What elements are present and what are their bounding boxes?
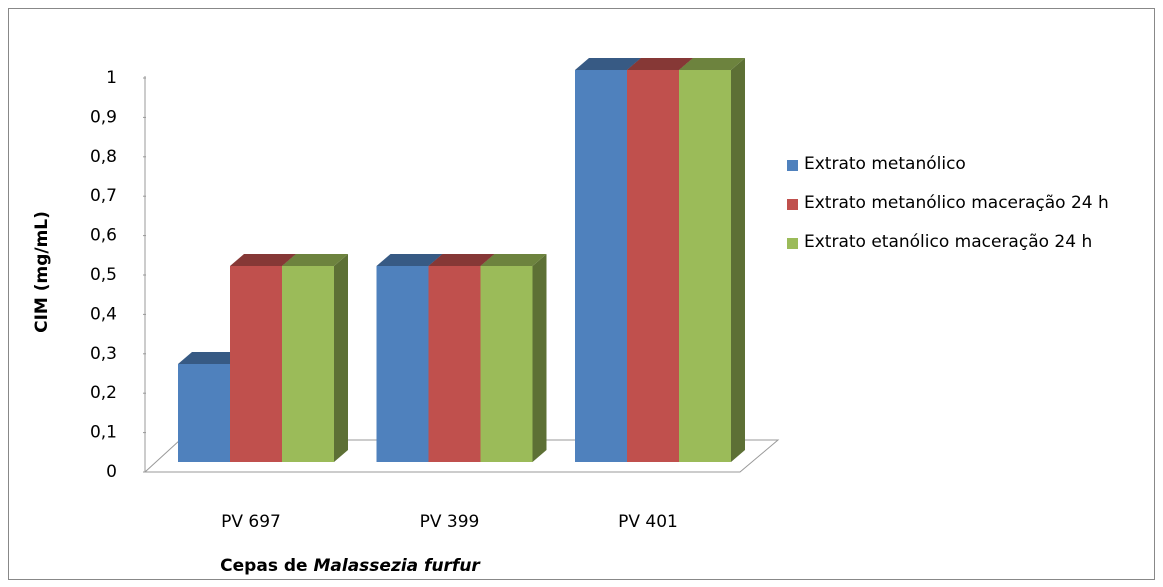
bar (178, 364, 230, 462)
x-tick-label: PV 697 (221, 512, 281, 532)
bar (282, 266, 334, 462)
bar (376, 266, 429, 462)
bar-top (627, 58, 693, 70)
bar (627, 70, 679, 462)
y-tick-label: 0,9 (90, 107, 117, 127)
bar-side (334, 254, 348, 462)
y-tick-label: 0,5 (90, 265, 117, 285)
y-axis-label: CIM (mg/mL) (32, 211, 52, 333)
bar (480, 266, 533, 462)
legend-item: Extrato etanólico maceração 24 h (782, 228, 1152, 257)
x-axis-label-part: Cepas de (220, 556, 307, 576)
bar (428, 266, 481, 462)
bar-side (532, 254, 547, 462)
y-tick-label: 1 (106, 68, 117, 88)
y-tick-label: 0 (106, 462, 117, 482)
bar-top (230, 254, 296, 266)
x-axis-label-part: Malassezia furfur (313, 556, 481, 576)
bar-top (376, 254, 443, 266)
y-tick-label: 0,6 (90, 226, 117, 246)
legend-item: Extrato metanólico maceração 24 h (782, 189, 1152, 218)
y-tick-label: 0,4 (90, 304, 117, 324)
bar-top (428, 254, 495, 266)
legend-item: Extrato metanólico (782, 150, 1152, 179)
legend: Extrato metanólico Extrato metanólico mac… (782, 150, 1152, 267)
bar-top (480, 254, 547, 266)
legend-label: Extrato etanólico maceração 24 h (804, 232, 1093, 252)
y-tick-label: 0,7 (90, 186, 117, 206)
bar-top (575, 58, 641, 70)
y-tick-label: 0,3 (90, 344, 117, 364)
legend-label: Extrato metanólico (804, 154, 966, 174)
x-tick-label: PV 401 (618, 512, 678, 532)
bar-top (679, 58, 745, 70)
bar (575, 70, 627, 462)
legend-swatch (787, 160, 798, 171)
bar-top (282, 254, 348, 266)
x-tick-label: PV 399 (420, 512, 480, 532)
bar-side (731, 58, 745, 462)
y-tick-label: 0,8 (90, 147, 117, 167)
legend-swatch (787, 238, 798, 249)
bar-top (178, 352, 244, 364)
y-tick-label: 0,2 (90, 383, 117, 403)
y-tick-label: 0,1 (90, 423, 117, 443)
legend-swatch (787, 199, 798, 210)
bar (679, 70, 731, 462)
bar (230, 266, 282, 462)
legend-label: Extrato metanólico maceração 24 h (804, 193, 1109, 213)
x-axis-label: Cepas de Malassezia furfur (220, 556, 481, 576)
